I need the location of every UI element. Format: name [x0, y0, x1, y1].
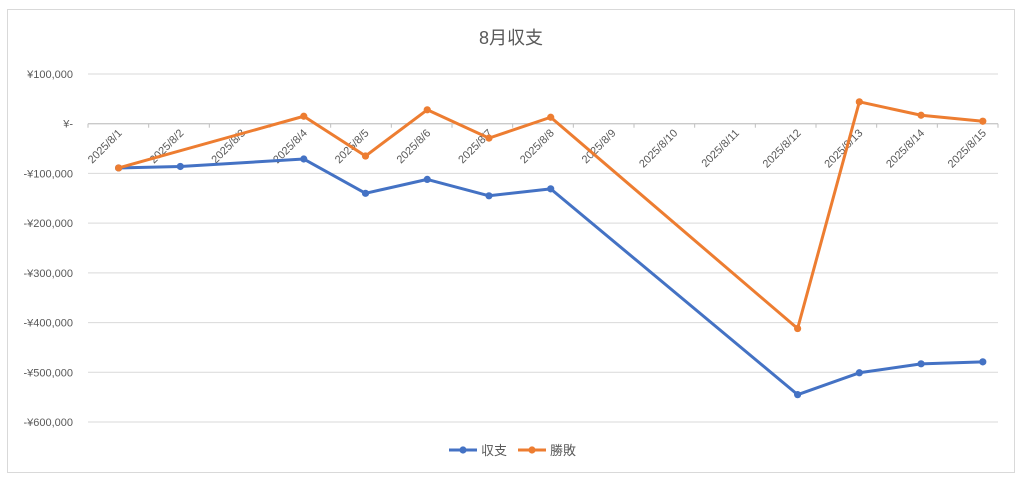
gridlines — [88, 73, 998, 423]
legend-marker — [459, 446, 467, 454]
x-tick-label: 2025/8/6 — [395, 127, 434, 166]
y-tick-label: -¥200,000 — [23, 218, 73, 230]
x-tick-label: 2025/8/8 — [518, 127, 557, 166]
data-point — [300, 155, 308, 163]
y-tick-label: -¥400,000 — [23, 318, 73, 330]
data-point — [794, 324, 802, 333]
x-tick-label: 2025/8/2 — [148, 127, 187, 166]
data-point — [423, 175, 431, 183]
data-point — [794, 391, 802, 399]
legend-label: 収支 — [481, 443, 507, 458]
data-point — [917, 360, 925, 368]
data-point — [361, 189, 370, 197]
data-point — [547, 185, 555, 193]
y-tick-label: -¥600,000 — [23, 417, 73, 429]
series-group — [115, 98, 987, 399]
legend-label: 勝敗 — [550, 443, 576, 458]
chart-frame — [7, 9, 1015, 473]
data-point — [176, 162, 184, 171]
data-point — [547, 113, 555, 121]
data-point — [485, 134, 493, 142]
y-tick-label: ¥100,000 — [26, 69, 73, 81]
y-tick-label: ¥- — [62, 119, 73, 131]
data-point — [979, 358, 987, 366]
legend: 収支 勝敗 — [449, 443, 576, 458]
data-point — [361, 152, 370, 160]
y-tick-label: -¥100,000 — [23, 168, 73, 180]
x-tick-label: 2025/8/14 — [884, 127, 927, 170]
data-point — [855, 369, 863, 377]
x-tick-label: 2025/8/11 — [699, 127, 742, 170]
series-line-0 — [117, 157, 985, 397]
series-line-1 — [117, 100, 985, 331]
x-tick-label: 2025/8/10 — [637, 127, 680, 170]
data-point — [115, 164, 123, 172]
y-axis: ¥100,000 ¥- -¥100,000 -¥200,000 -¥300,000 -¥4… — [23, 69, 73, 429]
data-point — [855, 98, 863, 106]
y-tick-label: -¥500,000 — [23, 367, 73, 379]
chart-title: 8月収支 — [479, 28, 543, 48]
x-tick-label: 2025/8/12 — [761, 127, 804, 170]
data-point — [485, 192, 493, 200]
data-point — [300, 112, 308, 120]
data-point — [423, 106, 431, 114]
x-tick-label: 2025/8/15 — [946, 127, 989, 170]
data-point — [917, 111, 925, 119]
legend-marker — [528, 446, 536, 454]
x-tick-label: 2025/8/1 — [86, 127, 125, 166]
data-point — [979, 117, 987, 125]
y-tick-label: -¥300,000 — [23, 268, 73, 280]
